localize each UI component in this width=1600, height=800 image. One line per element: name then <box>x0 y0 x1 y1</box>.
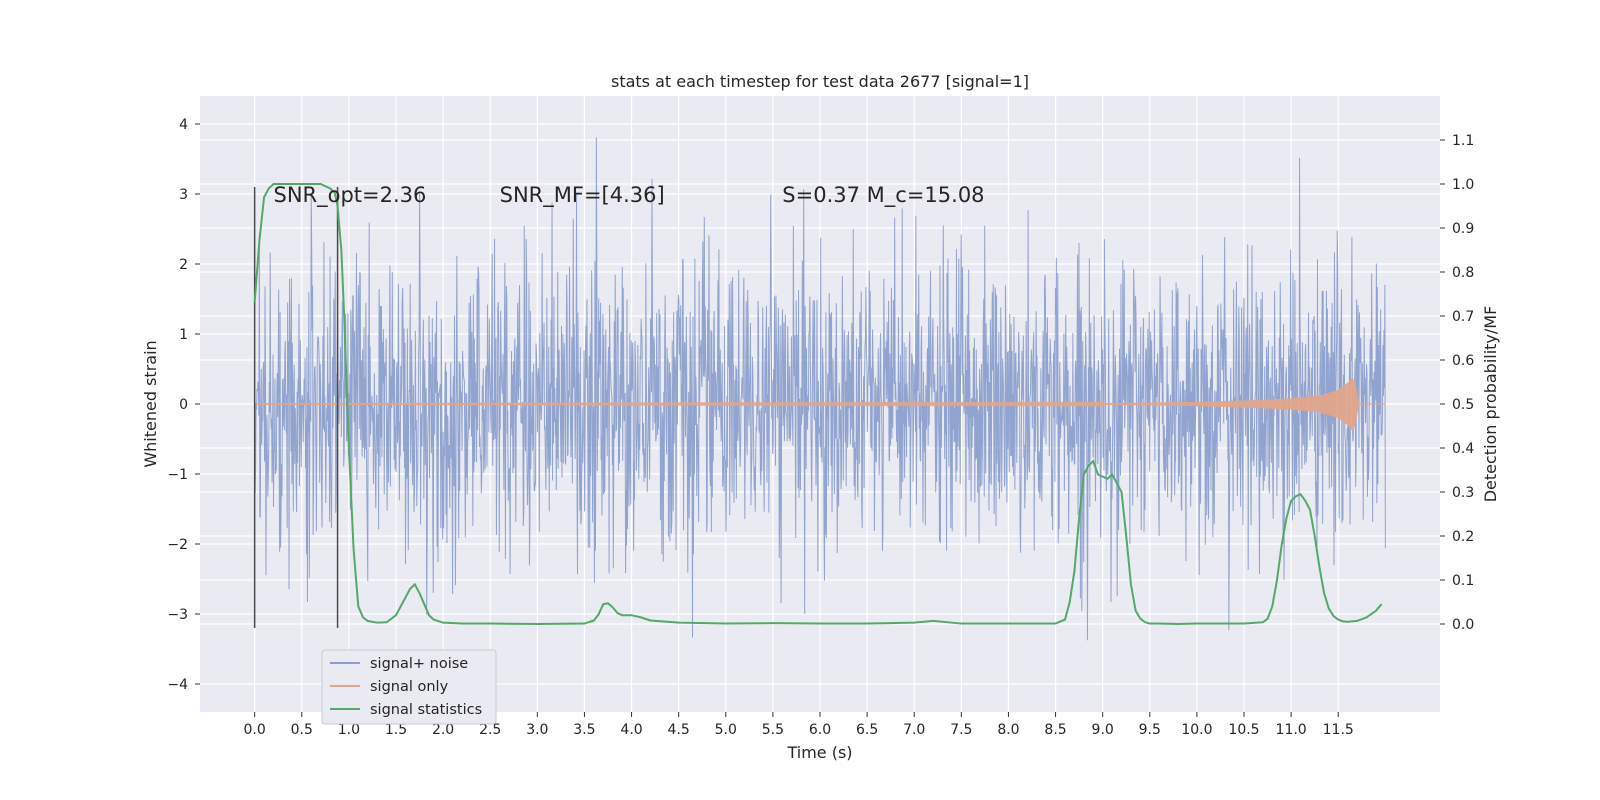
x-tick-label: 8.5 <box>1044 722 1066 738</box>
signal-noise-line <box>254 137 1386 641</box>
y-right-tick-label: 0.1 <box>1452 573 1474 589</box>
y-right-tick-label: 1.0 <box>1452 177 1474 193</box>
y-left-tick-label: 2 <box>179 257 188 273</box>
legend-box <box>321 649 497 725</box>
x-tick-label: 4.5 <box>668 722 690 738</box>
y-left-tick-label: −1 <box>167 467 188 483</box>
x-tick-label: 5.0 <box>715 722 737 738</box>
x-tick-label: 10.5 <box>1228 722 1259 738</box>
y-right-tick-label: 0.6 <box>1452 353 1474 369</box>
signal-statistics-line <box>253 183 1383 626</box>
x-tick-label: 5.5 <box>762 722 784 738</box>
x-tick-label: 2.5 <box>479 722 501 738</box>
y-right-tick-label: 0.4 <box>1452 441 1474 457</box>
annotation-snr-mf: SNR_MF=[4.36] <box>500 183 665 208</box>
y-left-axis-label: Whitened strain <box>141 340 160 467</box>
x-tick-label: 4.0 <box>620 722 642 738</box>
x-tick-label: 3.5 <box>573 722 595 738</box>
x-tick-label: 1.5 <box>385 722 407 738</box>
y-right-tick-label: 0.3 <box>1452 485 1474 501</box>
y-right-ticks: 0.0 0.1 0.2 0.3 0.4 0.5 0.6 0.7 0.8 0.9 1.0 1.1 <box>1440 133 1474 633</box>
chart-title: stats at each timestep for test data 267… <box>611 72 1029 91</box>
vertical-markers <box>253 187 339 628</box>
x-tick-label: 0.5 <box>291 722 313 738</box>
y-left-ticks: −4 −3 −2 −1 0 1 2 3 4 <box>167 117 200 693</box>
x-tick-label: 9.5 <box>1139 722 1161 738</box>
x-tick-label: 2.0 <box>432 722 454 738</box>
x-tick-label: 11.5 <box>1323 722 1354 738</box>
annotations: SNR_opt=2.36 SNR_MF=[4.36] S=0.37 M_c=15… <box>273 183 984 208</box>
signal-statistics-series <box>253 183 1383 626</box>
x-tick-label: 6.5 <box>856 722 878 738</box>
annotation-snr-opt: SNR_opt=2.36 <box>273 183 426 208</box>
y-left-tick-label: −2 <box>167 537 188 553</box>
y-right-tick-label: 0.8 <box>1452 265 1474 281</box>
y-right-tick-label: 1.1 <box>1452 133 1474 149</box>
y-left-tick-label: 0 <box>179 397 188 413</box>
annotation-s-mc: S=0.37 M_c=15.08 <box>782 183 984 208</box>
y-right-tick-label: 0.5 <box>1452 397 1474 413</box>
y-right-axis-label: Detection probability/MF <box>1481 306 1500 503</box>
x-tick-label: 1.0 <box>338 722 360 738</box>
y-left-tick-label: 4 <box>179 117 188 133</box>
x-tick-label: 3.0 <box>526 722 548 738</box>
x-ticks: 0.0 0.5 1.0 1.5 2.0 2.5 3.0 3.5 4.0 4.5 5.0 5.5 6.0 6… <box>244 712 1354 738</box>
legend-label-signal-noise: signal+ noise <box>370 656 468 672</box>
y-left-tick-label: −3 <box>167 607 188 623</box>
x-tick-label: 7.0 <box>903 722 925 738</box>
legend-label-signal-only: signal only <box>370 679 449 695</box>
x-tick-label: 7.5 <box>950 722 972 738</box>
legend: signal+ noise signal only signal statist… <box>321 649 497 725</box>
x-tick-label: 8.0 <box>997 722 1019 738</box>
legend-label-signal-statistics: signal statistics <box>370 702 482 718</box>
x-tick-label: 6.0 <box>809 722 831 738</box>
signal-only-line <box>254 377 1386 431</box>
y-right-tick-label: 0.9 <box>1452 221 1474 237</box>
y-left-tick-label: −4 <box>167 677 188 693</box>
y-right-tick-label: 0.0 <box>1452 617 1474 633</box>
signal-only-series <box>254 377 1386 431</box>
x-tick-label: 9.0 <box>1092 722 1114 738</box>
x-tick-label: 11.0 <box>1276 722 1307 738</box>
y-right-tick-label: 0.2 <box>1452 529 1474 545</box>
x-tick-label: 10.0 <box>1181 722 1212 738</box>
x-tick-label: 0.0 <box>244 722 266 738</box>
y-right-tick-label: 0.7 <box>1452 309 1474 325</box>
x-axis-label: Time (s) <box>786 743 852 762</box>
y-left-tick-label: 1 <box>179 327 188 343</box>
signal-noise-series <box>254 137 1386 641</box>
y-left-tick-label: 3 <box>179 187 188 203</box>
